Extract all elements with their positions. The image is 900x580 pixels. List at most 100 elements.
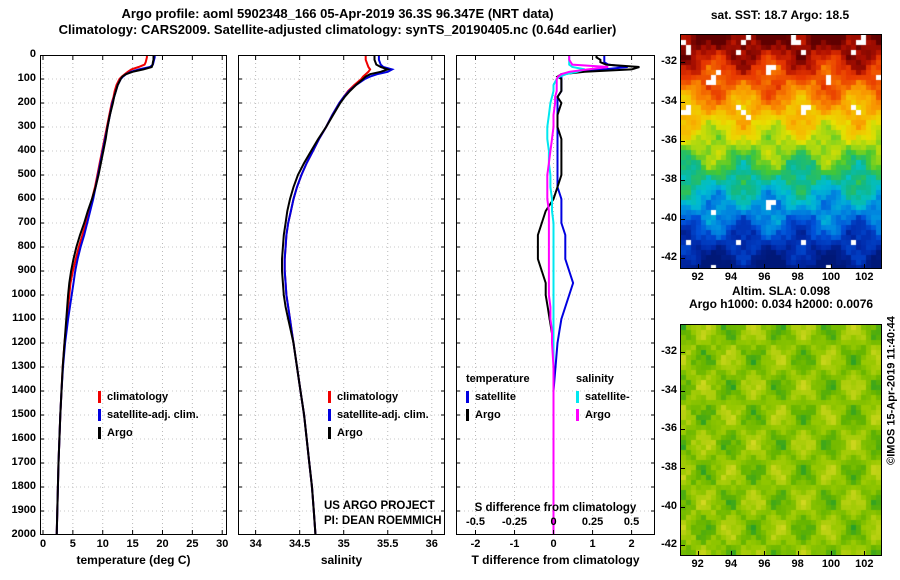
sst-map-xtickmark	[697, 264, 699, 268]
sst-map-ytick: -34	[661, 94, 677, 107]
difference-profile-series-s-argo	[546, 55, 609, 535]
sla-map-ytick: -38	[661, 461, 677, 474]
sst-map-ytick: -36	[661, 133, 677, 146]
temperature-profile-plot	[40, 55, 227, 535]
difference-profile-xtick: 1	[589, 538, 596, 550]
sla-map-ytickmark	[681, 468, 685, 470]
salinity-legend-marker	[328, 391, 331, 403]
sst-heatmap	[680, 34, 882, 269]
s-axis-tick: 0.25	[581, 516, 604, 528]
difference-legend-marker	[576, 391, 579, 403]
temperature-profile-xtick: 0	[39, 538, 47, 550]
temperature-profile-ytick: 900	[17, 264, 36, 276]
temperature-profile-xtick: 30	[216, 538, 229, 550]
difference-legend-label: Argo	[475, 409, 501, 421]
difference-profile-xtick: -1	[509, 538, 520, 550]
difference-legend-marker	[576, 409, 579, 421]
sst-map-ytickmark	[681, 179, 685, 181]
difference-profile-xtick: 2	[628, 538, 635, 550]
difference-profile-xtick: 0	[550, 538, 557, 550]
temperature-axis-label: temperature (deg C)	[76, 553, 191, 567]
figure-title-line1: Argo profile: aoml 5902348_166 05-Apr-20…	[121, 6, 554, 21]
sst-map-ytickmark	[681, 101, 685, 103]
argo-height-caption: Argo h1000: 0.034 h2000: 0.0076	[688, 297, 874, 311]
sla-map-ytick: -34	[661, 383, 677, 396]
sla-map-xtick: 92	[691, 558, 704, 570]
temperature-profile-ytick: 1700	[11, 456, 36, 468]
sla-map-ytick: -32	[661, 345, 677, 358]
temperature-legend-label: satellite-adj. clim.	[107, 409, 199, 421]
temperature-profile-series-climatology	[55, 55, 148, 535]
sla-map-xtick: 96	[758, 558, 771, 570]
sst-map-ytick: -32	[661, 55, 677, 68]
s-difference-axis-label: S difference from climatology	[474, 502, 637, 514]
difference-legend-temperature: temperature satellite Argo	[466, 370, 530, 424]
difference-legend-label: satellite-	[585, 391, 630, 403]
sst-map-title: sat. SST: 18.7 Argo: 18.5	[710, 8, 850, 22]
salinity-legend-label: climatology	[337, 391, 399, 403]
sla-map-xtickmark	[764, 551, 766, 555]
temperature-profile-ytick: 1000	[11, 288, 36, 300]
salinity-profile-series-argo	[281, 55, 391, 535]
sla-map-xtick: 98	[791, 558, 804, 570]
temperature-profile-chart: 0 5 10 15 20 25 30 0 100 200 300 400 500 600 700 800 900…	[12, 48, 229, 550]
temperature-profile-ytick: 100	[17, 72, 36, 84]
temperature-profile-ytick: 700	[17, 216, 36, 228]
temperature-profile-ytick: 1500	[11, 408, 36, 420]
altim-sla-caption: Altim. SLA: 0.098	[731, 284, 831, 298]
temperature-profile-xtick: 10	[96, 538, 109, 550]
temperature-profile-ytick: 1300	[11, 360, 36, 372]
temperature-profile-ytick: 1600	[11, 432, 36, 444]
sst-map-xtickmark	[764, 264, 766, 268]
sst-map-xtick: 92	[691, 271, 704, 283]
temperature-profile-ytick: 2000	[11, 528, 36, 540]
difference-legend-salinity: salinity satellite- Argo	[576, 370, 630, 424]
difference-legend-marker	[466, 409, 469, 421]
temperature-profile-series-argo	[55, 55, 155, 535]
temperature-legend-marker	[98, 409, 101, 421]
sla-map-ytickmark	[681, 506, 685, 508]
sla-map-ytick: -42	[661, 538, 677, 551]
sla-map-xtickmark	[831, 551, 832, 555]
salinity-profile-xtick: 34.5	[288, 538, 311, 550]
pi-roemmich-note: PI: DEAN ROEMMICH	[324, 515, 442, 527]
sla-map-ytick: -36	[661, 422, 677, 435]
difference-profile-chart: S difference from climatology -2 -1 0 1 2 -0.…	[456, 55, 655, 550]
difference-legend-label: Argo	[585, 409, 611, 421]
salinity-profile-chart: US ARGO PROJECT PI: DEAN ROEMMICH 34 34.5…	[238, 55, 445, 550]
temperature-profile-ytick: 1400	[11, 384, 36, 396]
sst-map-xtick: 94	[724, 271, 738, 283]
temperature-profile-ytick: 500	[17, 168, 36, 180]
sla-map-xtick: 100	[821, 558, 841, 570]
sst-map-ytick: -40	[661, 212, 677, 225]
difference-legend-header: salinity	[576, 373, 614, 385]
difference-legend-header: temperature	[466, 373, 530, 385]
sla-map-ytickmark	[681, 352, 685, 354]
difference-profile-xtick: -2	[470, 538, 481, 550]
sst-map-ytickmark	[681, 219, 685, 221]
sst-map-xtickmark	[864, 264, 866, 268]
sst-map-xtick: 96	[758, 271, 771, 283]
salinity-profile-xtick: 35	[337, 538, 350, 550]
salinity-profile-plot	[238, 55, 445, 535]
salinity-profile-series-climatology	[283, 55, 372, 535]
sst-map-ytickmark	[681, 140, 685, 142]
sst-map-ytick: -42	[661, 251, 677, 264]
sst-map-xtick: 100	[821, 271, 841, 283]
temperature-profile-ytick: 800	[17, 240, 36, 252]
temperature-legend-item: satellite-adj. clim.	[98, 406, 199, 424]
sst-map-xtickmark	[831, 264, 832, 268]
s-axis-tick: 0.5	[623, 516, 640, 528]
sst-map-xtick: 98	[791, 271, 804, 283]
salinity-legend-marker	[328, 409, 331, 421]
salinity-profile-xtick: 36	[425, 538, 438, 550]
temperature-profile-ytick: 1200	[11, 336, 36, 348]
temperature-legend-item: climatology	[98, 388, 199, 406]
difference-legend-item: Argo	[466, 406, 530, 424]
s-axis-tick: -0.5	[466, 516, 485, 528]
difference-legend-item: satellite	[466, 388, 530, 406]
s-axis-tick: -0.25	[501, 516, 528, 528]
sst-map-ytick: -38	[661, 172, 677, 185]
salinity-legend-item: Argo	[328, 424, 429, 442]
temperature-legend-item: Argo	[98, 424, 199, 442]
